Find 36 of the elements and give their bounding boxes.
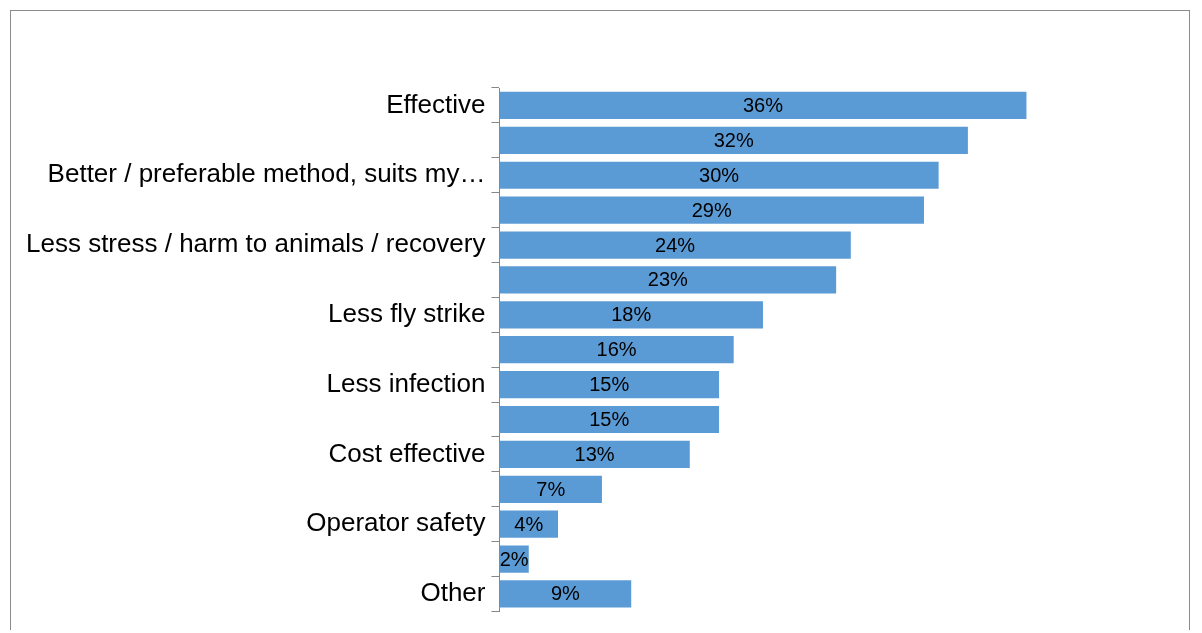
data-label: 15% [589, 373, 630, 396]
bar [499, 301, 763, 329]
data-label: 13% [574, 442, 615, 465]
data-label: 16% [596, 338, 637, 361]
y-tick-label: Other [420, 577, 486, 608]
data-label: 32% [713, 128, 754, 151]
bar [499, 580, 632, 608]
bar [499, 266, 837, 294]
y-tick-label: Better / preferable method, suits my… [47, 158, 486, 189]
data-label: 9% [550, 582, 581, 605]
y-tick-label: Cost effective [328, 437, 486, 468]
data-label: 30% [699, 163, 740, 186]
bar [499, 336, 734, 364]
data-label: 15% [589, 408, 630, 430]
bar [499, 161, 939, 189]
y-tick-label: Less fly strike [327, 297, 486, 328]
y-tick-label: Less infection [326, 367, 486, 398]
bar [499, 231, 851, 259]
data-label: 29% [691, 198, 732, 221]
y-tick-label: Less stress / harm to animals / recovery [26, 228, 486, 259]
bar [499, 440, 690, 468]
bar [499, 370, 720, 399]
data-label: 23% [647, 268, 689, 291]
bar [499, 126, 968, 154]
data-label: 24% [655, 233, 696, 256]
bar [499, 196, 924, 224]
data-label: 36% [742, 93, 784, 116]
y-tick-label: Operator safety [306, 507, 486, 538]
data-label: 7% [536, 477, 566, 500]
y-tick-label: Effective [386, 88, 486, 119]
data-label: 18% [611, 303, 652, 326]
bar [499, 91, 1027, 120]
bar [499, 475, 602, 503]
bar [499, 405, 720, 434]
data-label: 4% [514, 512, 544, 535]
data-label: 2% [499, 547, 529, 570]
